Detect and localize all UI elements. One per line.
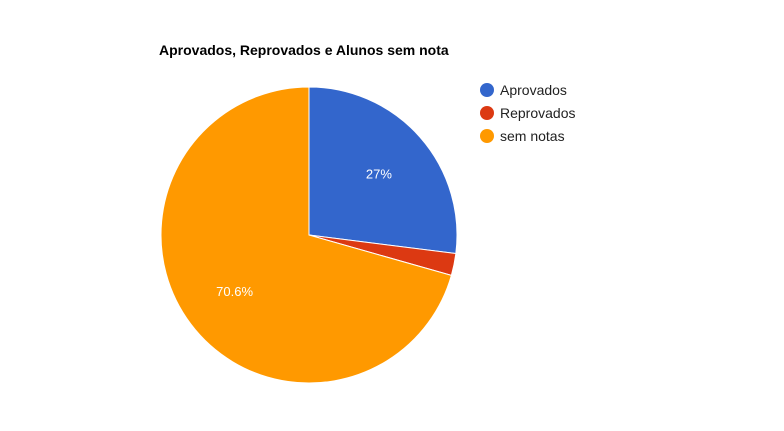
pie-slice-aprovados[interactable] — [308, 86, 458, 255]
legend-swatch-icon — [480, 128, 494, 143]
chart-legend: Aprovados Reprovados sem notas — [480, 78, 576, 147]
legend-item-aprovados[interactable]: Aprovados — [480, 78, 576, 101]
legend-label: Reprovados — [500, 104, 576, 121]
legend-swatch-icon — [480, 82, 494, 97]
legend-swatch-icon — [480, 105, 494, 120]
pie-slice-sem-notas[interactable] — [160, 86, 452, 384]
slice-label-aprovados: 27% — [366, 166, 392, 181]
legend-item-sem-notas[interactable]: sem notas — [480, 124, 576, 147]
legend-label: sem notas — [500, 127, 565, 144]
slice-label-sem-notas: 70.6% — [216, 284, 253, 299]
legend-item-reprovados[interactable]: Reprovados — [480, 101, 576, 124]
chart-title: Aprovados, Reprovados e Alunos sem nota — [159, 42, 449, 58]
legend-label: Aprovados — [500, 81, 567, 98]
